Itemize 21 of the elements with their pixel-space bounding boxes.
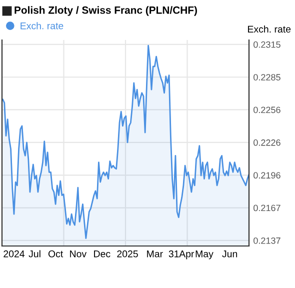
x-tick-label: Nov: [70, 250, 87, 258]
x-tick-label: Jun: [222, 250, 238, 258]
y-axis-title: Exch. rate: [248, 25, 291, 33]
x-tick-label: Jul: [28, 250, 40, 258]
x-tick-label: May: [196, 250, 214, 260]
chart-title: Polish Zloty / Swiss Franc (PLN/CHF): [14, 6, 197, 16]
legend-label: Exch. rate: [20, 22, 64, 30]
x-tick-label: Mar: [147, 250, 163, 258]
y-tick-label: 0.2226: [254, 139, 280, 146]
y-tick-label: 0.2137: [254, 237, 280, 244]
x-tick-label: 31: [168, 250, 179, 258]
y-tick-label: 0.2196: [254, 172, 280, 179]
y-tick-label: 0.2285: [254, 74, 280, 80]
y-tick-label: 0.2167: [254, 204, 280, 212]
y-tick-label: 0.2315: [254, 41, 280, 48]
x-tick-label: 2024: [4, 250, 25, 258]
x-tick-label: Dec: [94, 250, 110, 258]
x-tick-label: 2025: [117, 250, 138, 258]
y-tick-label: 0.2256: [254, 106, 280, 114]
x-tick-label: Apr: [179, 250, 194, 260]
x-tick-label: Oct: [48, 250, 64, 258]
